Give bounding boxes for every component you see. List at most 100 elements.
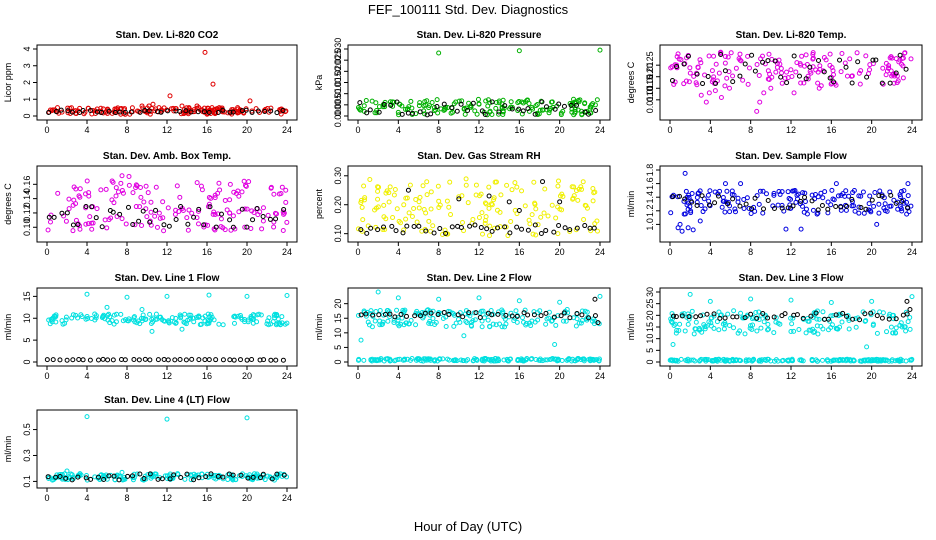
y-tick-label: 25	[645, 299, 655, 309]
data-point	[576, 99, 582, 105]
data-point	[698, 356, 704, 362]
data-point	[387, 184, 393, 190]
data-point	[692, 326, 698, 332]
data-point	[897, 358, 903, 364]
data-point	[268, 108, 274, 114]
data-point	[683, 78, 689, 84]
data-point	[811, 329, 817, 335]
data-point	[810, 207, 816, 213]
data-point-outlier	[375, 289, 381, 295]
data-point	[899, 324, 905, 330]
data-point	[757, 188, 763, 194]
data-point	[886, 316, 892, 322]
data-point-outlier	[358, 337, 364, 343]
data-point	[747, 65, 753, 71]
data-point	[753, 309, 759, 315]
data-point	[281, 211, 287, 217]
data-point	[756, 309, 762, 315]
data-point	[178, 475, 184, 481]
y-tick-label: 0.0120	[645, 63, 655, 91]
data-point	[689, 199, 695, 205]
data-point	[863, 53, 869, 59]
data-point	[797, 201, 803, 207]
data-point	[479, 231, 485, 237]
data-point	[687, 70, 693, 76]
data-point	[433, 320, 439, 326]
data-point	[393, 228, 399, 234]
y-tick-label: 10	[333, 328, 343, 338]
data-point	[743, 201, 749, 207]
data-point	[808, 70, 814, 76]
data-point	[870, 57, 876, 63]
data-point	[573, 323, 579, 329]
data-point	[802, 194, 808, 200]
data-point	[159, 476, 165, 482]
x-tick-label: 16	[826, 247, 836, 257]
data-point	[279, 184, 285, 190]
data-point	[222, 197, 228, 203]
x-tick-label: 16	[826, 371, 836, 381]
x-tick-label: 0	[667, 247, 672, 257]
data-point	[800, 315, 806, 321]
data-point	[687, 65, 693, 71]
data-point	[85, 221, 91, 227]
data-point	[431, 108, 437, 114]
y-tick-label: 15	[333, 313, 343, 323]
panel-title: Stan. Dev. Li-820 CO2	[116, 30, 219, 41]
data-point-outlier	[486, 193, 492, 199]
data-point	[894, 80, 900, 86]
data-point	[66, 206, 72, 212]
data-point	[71, 184, 77, 190]
data-point	[672, 321, 678, 327]
data-point	[715, 193, 721, 199]
panel-points	[46, 49, 289, 117]
data-point	[533, 103, 539, 109]
data-point	[202, 357, 208, 363]
x-tick-label: 16	[202, 247, 212, 257]
data-point	[272, 210, 278, 216]
data-point	[716, 70, 722, 76]
panel-title: Stan. Dev. Gas Stream RH	[417, 151, 540, 162]
data-point	[829, 65, 835, 71]
data-point-outlier	[506, 199, 512, 205]
data-point	[222, 227, 228, 233]
data-point	[715, 191, 721, 197]
data-point	[177, 194, 183, 200]
data-point-outlier	[869, 298, 875, 304]
data-point	[116, 477, 122, 483]
x-tick-label: 24	[595, 247, 605, 257]
data-point	[230, 107, 236, 113]
data-point	[776, 189, 782, 195]
data-point	[205, 311, 211, 317]
data-point	[785, 189, 791, 195]
data-point	[520, 108, 526, 114]
data-point	[905, 205, 911, 211]
data-point	[361, 103, 367, 109]
data-point	[110, 179, 116, 185]
data-point	[737, 73, 743, 79]
data-point	[478, 191, 484, 197]
data-point	[230, 472, 236, 478]
data-point	[398, 220, 404, 226]
data-point	[519, 188, 525, 194]
data-point	[810, 50, 816, 56]
data-point	[113, 185, 119, 191]
data-point	[182, 311, 188, 317]
data-point	[575, 197, 581, 203]
data-point	[169, 315, 175, 321]
data-point	[191, 474, 197, 480]
data-point	[803, 52, 809, 58]
data-point	[50, 357, 56, 363]
data-point	[543, 104, 549, 110]
data-point	[53, 474, 59, 480]
data-point	[905, 319, 911, 325]
data-point	[122, 109, 128, 115]
data-point	[867, 62, 873, 68]
data-point	[850, 190, 856, 196]
x-tick-label: 24	[282, 493, 292, 503]
data-point	[358, 197, 364, 203]
data-point	[698, 202, 704, 208]
data-point	[516, 106, 522, 112]
data-point	[549, 202, 555, 208]
